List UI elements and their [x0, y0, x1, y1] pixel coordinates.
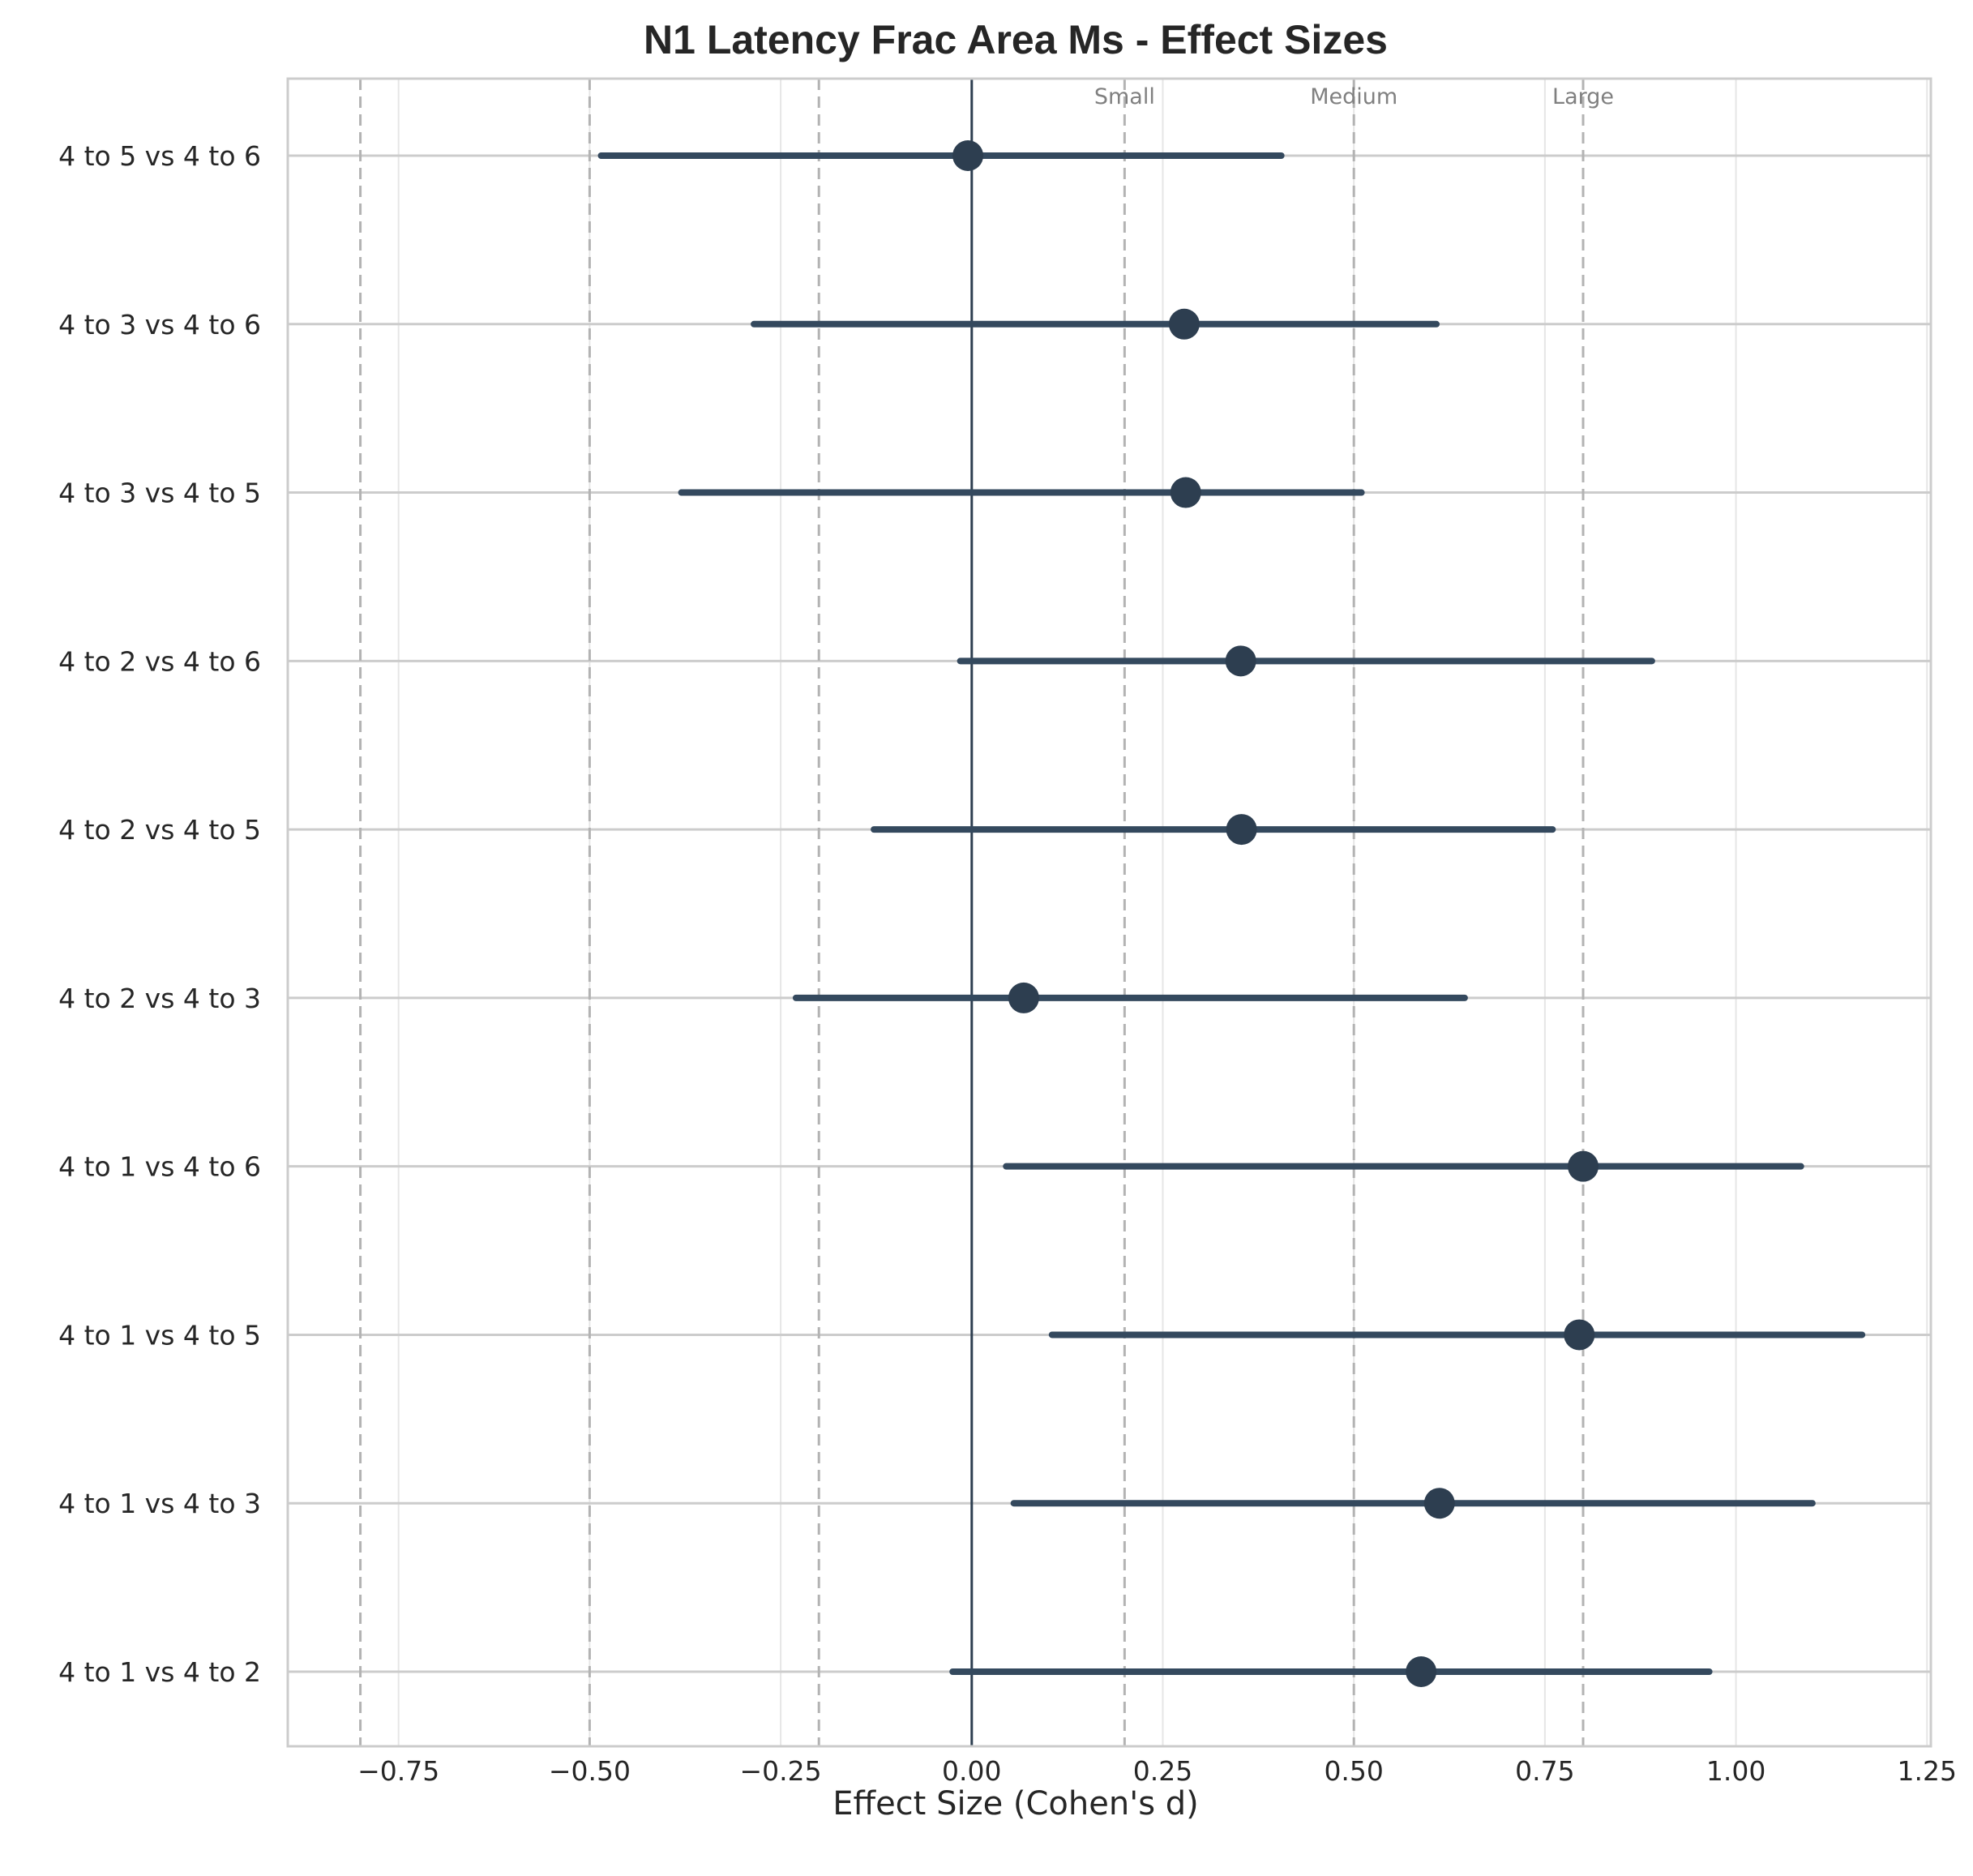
y-tick-label: 4 to 1 vs 4 to 3: [58, 1488, 261, 1519]
effect-size-point: [1168, 308, 1200, 340]
x-tick-label: −0.50: [549, 1755, 631, 1787]
effect-size-point: [1226, 814, 1257, 846]
x-tick-labels: −0.75 −0.50 −0.25 0.00 0.25 0.50 0.75 1.00 1.25: [357, 1755, 1957, 1787]
effect-size-point: [1423, 1488, 1455, 1519]
y-tick-labels: 4 to 5 vs 4 to 6 4 to 3 vs 4 to 6 4 to 3 v…: [58, 140, 261, 1688]
effect-size-point: [952, 140, 984, 171]
reference-label: Large: [1552, 84, 1614, 109]
x-tick-label: 1.25: [1898, 1755, 1957, 1787]
x-tick-label: 1.00: [1706, 1755, 1765, 1787]
y-tick-label: 4 to 1 vs 4 to 6: [58, 1151, 261, 1183]
reference-labels: Small Medium Large: [1094, 84, 1614, 109]
effect-size-points: [952, 140, 1599, 1687]
x-tick-label: 0.75: [1515, 1755, 1574, 1787]
x-axis-label: Effect Size (Cohen's d): [832, 1785, 1199, 1822]
x-tick-label: 0.25: [1133, 1755, 1192, 1787]
effect-size-point: [1564, 1319, 1595, 1351]
reference-label: Small: [1094, 84, 1155, 109]
y-tick-label: 4 to 3 vs 4 to 5: [58, 478, 261, 509]
x-tick-label: −0.75: [357, 1755, 439, 1787]
reference-lines: [359, 79, 1585, 1746]
y-tick-label: 4 to 1 vs 4 to 2: [58, 1656, 261, 1688]
effect-size-point: [1568, 1150, 1599, 1182]
x-tick-label: 0.50: [1324, 1755, 1383, 1787]
x-tick-label: −0.25: [740, 1755, 822, 1787]
y-tick-label: 4 to 2 vs 4 to 5: [58, 814, 261, 846]
x-tick-label: 0.00: [942, 1755, 1001, 1787]
effect-size-point: [1225, 645, 1256, 677]
plot-frame: [286, 77, 1932, 1748]
effect-size-point: [1170, 477, 1201, 508]
reference-label: Medium: [1310, 84, 1397, 109]
effect-size-point: [1008, 982, 1039, 1013]
y-tick-label: 4 to 1 vs 4 to 5: [58, 1319, 261, 1351]
chart-title: N1 Latency Frac Area Ms - Effect Sizes: [644, 17, 1388, 62]
y-tick-label: 4 to 5 vs 4 to 6: [58, 140, 261, 172]
effect-size-point: [1406, 1656, 1437, 1687]
y-tick-label: 4 to 2 vs 4 to 6: [58, 645, 261, 677]
y-tick-label: 4 to 3 vs 4 to 6: [58, 309, 261, 341]
y-tick-label: 4 to 2 vs 4 to 3: [58, 983, 261, 1014]
confidence-intervals: [597, 152, 1866, 1675]
grid-lines: [288, 79, 1931, 1746]
